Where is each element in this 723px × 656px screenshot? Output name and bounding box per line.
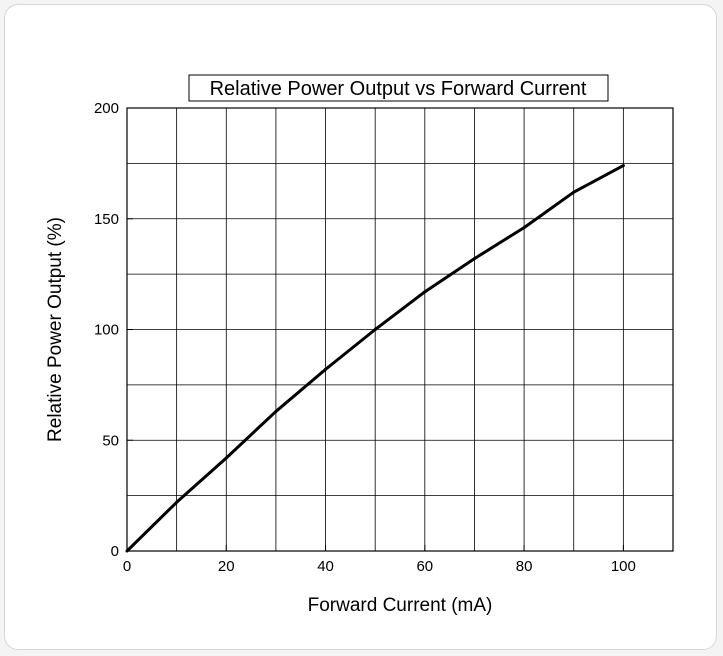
x-tick-label: 40 (317, 558, 334, 575)
data-point (324, 367, 328, 371)
data-point (423, 290, 427, 294)
chart-title-box (188, 74, 609, 102)
x-tick-label: 80 (516, 558, 533, 575)
x-tick-label: 20 (218, 558, 235, 575)
data-series (125, 164, 625, 553)
y-tick-label: 200 (94, 100, 119, 117)
data-point (522, 226, 526, 230)
chart-title: Relative Power Output vs Forward Current (210, 78, 587, 100)
chart-card (4, 4, 717, 650)
x-tick-label: 60 (416, 558, 433, 575)
grid-lines (127, 108, 673, 551)
y-tick-label: 0 (111, 543, 119, 560)
y-axis-title: Relative Power Output (%) (45, 217, 66, 442)
data-point (373, 328, 377, 331)
y-tick-label: 100 (94, 322, 119, 339)
x-axis-title: Forward Current (mA) (308, 595, 493, 616)
y-tick-label: 150 (94, 211, 119, 228)
data-point (274, 409, 278, 413)
data-point (224, 456, 228, 460)
data-point (572, 190, 576, 194)
data-point (125, 549, 129, 553)
x-tick-label: 0 (123, 558, 131, 575)
x-tick-label: 100 (611, 558, 636, 575)
y-tick-label: 50 (102, 432, 119, 449)
data-point (621, 164, 625, 168)
data-point (175, 500, 179, 504)
data-point (472, 257, 476, 261)
